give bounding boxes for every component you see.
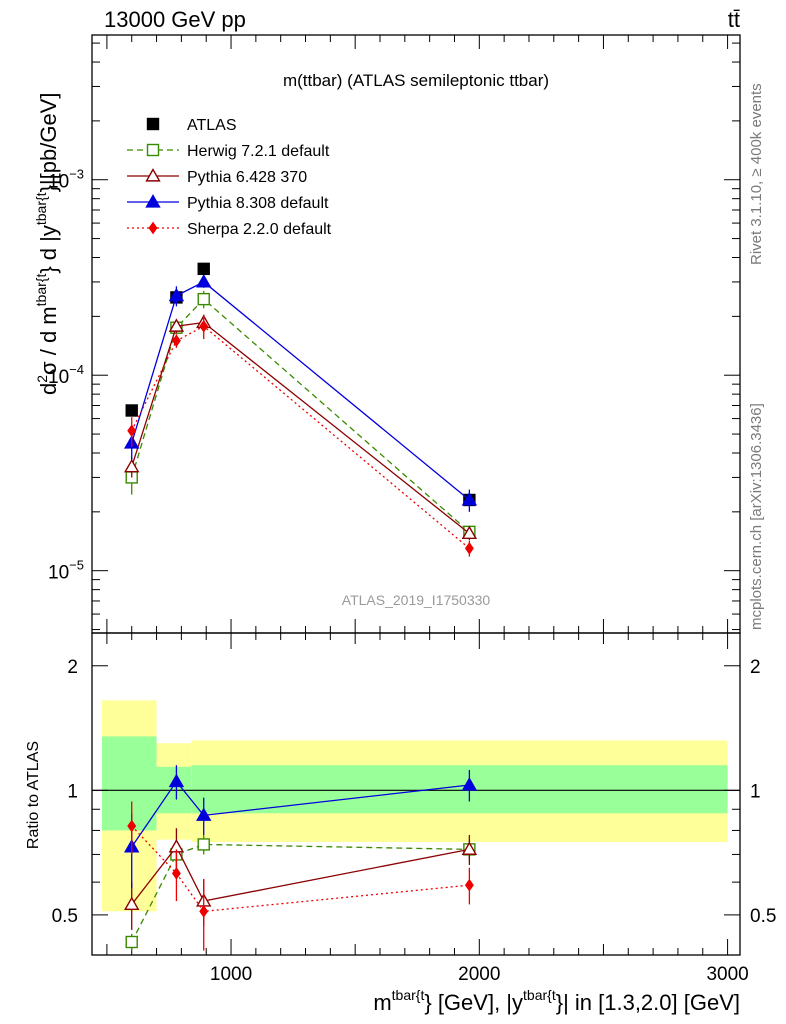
ratio-y-tick-label-right: 2 xyxy=(750,657,761,678)
data-point xyxy=(127,424,137,438)
ratio-data-point xyxy=(464,878,474,892)
inner-uncertainty-band xyxy=(191,765,728,814)
data-point xyxy=(171,334,181,348)
series-line xyxy=(131,321,470,534)
ratio-data-point xyxy=(171,866,181,880)
legend-label: Herwig 7.2.1 default xyxy=(187,143,330,160)
mcplots-label: mcplots.cern.ch [arXiv:1306.3436] xyxy=(748,403,765,630)
y-tick-label: 10−3 xyxy=(48,167,84,193)
collision-label: 13000 GeV pp xyxy=(104,7,246,32)
ratio-series-pythia-6-428-370 xyxy=(124,828,478,930)
legend-label: ATLAS xyxy=(187,117,237,134)
ratio-y-tick-label: 0.5 xyxy=(52,906,78,927)
legend-marker xyxy=(148,221,158,235)
main-axis-ticks: 10−5 10−4 10−3 xyxy=(48,35,740,633)
legend-item: ATLAS xyxy=(146,117,237,134)
data-point xyxy=(461,525,478,540)
ratio-data-point xyxy=(124,896,140,911)
ratio-series-line xyxy=(131,845,470,905)
ratio-data-point xyxy=(199,904,209,918)
data-point xyxy=(168,287,185,302)
data-point xyxy=(125,404,138,417)
series-sherpa-2-2-0-default xyxy=(127,315,474,557)
x-tick-label: 2000 xyxy=(458,964,500,985)
series-line xyxy=(131,325,470,549)
ratio-series-line xyxy=(131,825,470,913)
legend-item: Pythia 8.308 default xyxy=(127,194,329,212)
ratio-uncertainty-bands xyxy=(92,700,740,912)
x-axis-label: mtbar{t} [GeV], |ytbar{t}| in [1.3,2.0] … xyxy=(373,987,740,1015)
data-point xyxy=(461,492,478,506)
ratio-series-line xyxy=(131,780,470,848)
ratio-y-tick-label-right: 1 xyxy=(750,781,761,802)
legend-marker xyxy=(146,117,160,131)
legend-marker xyxy=(146,143,160,157)
data-point xyxy=(196,274,212,288)
legend-item: Herwig 7.2.1 default xyxy=(127,143,330,160)
ratio-y-tick-label: 1 xyxy=(67,781,78,802)
series-line xyxy=(131,298,470,533)
main-series-group xyxy=(124,262,478,557)
legend-label: Pythia 8.308 default xyxy=(187,195,329,212)
ratio-data-point xyxy=(125,935,138,949)
ratio-data-point xyxy=(127,819,137,833)
legend-item: Pythia 6.428 370 xyxy=(127,168,307,186)
main-title: m(ttbar) (ATLAS semileptonic ttbar) xyxy=(283,71,549,90)
process-label: tt̄ xyxy=(728,7,740,32)
data-point xyxy=(199,319,209,333)
ratio-data-point xyxy=(461,841,478,855)
y-tick-label: 10−4 xyxy=(48,362,84,388)
ratio-series-sherpa-2-2-0-default xyxy=(127,801,474,951)
ratio-series-group xyxy=(124,765,478,951)
ratio-data-point xyxy=(197,838,210,851)
legend-label: Pythia 6.428 370 xyxy=(187,169,307,186)
y-tick-label: 10−5 xyxy=(48,558,84,584)
data-point xyxy=(124,458,140,473)
x-tick-label: 1000 xyxy=(210,964,252,985)
inner-uncertainty-band xyxy=(101,736,157,831)
data-point xyxy=(464,542,474,555)
ratio-axis-ticks: 0.5 0.5 1 1 2 2 1000 2000 3000 xyxy=(52,633,776,985)
ratio-data-point xyxy=(461,777,478,791)
data-point xyxy=(197,262,210,276)
data-point xyxy=(168,318,185,332)
legend: ATLAS Herwig 7.2.1 default Pythia 6.428 37… xyxy=(127,117,332,238)
ratio-series-line xyxy=(131,843,470,943)
rivet-version-label: Rivet 3.1.10, ≥ 400k events xyxy=(748,83,765,265)
ratio-data-point xyxy=(168,773,185,788)
analysis-watermark: ATLAS_2019_I1750330 xyxy=(342,592,491,608)
ratio-y-axis-label: Ratio to ATLAS xyxy=(25,741,42,849)
ratio-data-point xyxy=(196,807,212,821)
ratio-frame xyxy=(91,632,741,956)
legend-marker xyxy=(145,194,161,208)
ratio-series-pythia-8-308-default xyxy=(124,765,478,889)
ratio-panel: 0.5 0.5 1 1 2 2 1000 2000 3000 Ratio to ATLAS mt… xyxy=(25,632,776,1015)
series-pythia-6-428-370 xyxy=(124,314,478,541)
series-pythia-8-308-default xyxy=(124,274,478,512)
main-y-axis-label: d2σ / d mtbar{t} d |ytbar{t}|[pb/GeV] xyxy=(33,93,61,395)
legend-label: Sherpa 2.2.0 default xyxy=(187,221,332,238)
legend-marker xyxy=(145,168,161,182)
data-point xyxy=(197,292,210,306)
series-line xyxy=(131,281,470,501)
x-tick-label: 3000 xyxy=(706,964,748,985)
main-panel: 10−5 10−4 10−3 m(ttbar) (ATLAS semileptoni… xyxy=(33,34,741,634)
ratio-y-tick-label-right: 0.5 xyxy=(750,906,776,927)
legend-item: Sherpa 2.2.0 default xyxy=(127,221,332,238)
ratio-y-tick-label: 2 xyxy=(67,657,78,678)
